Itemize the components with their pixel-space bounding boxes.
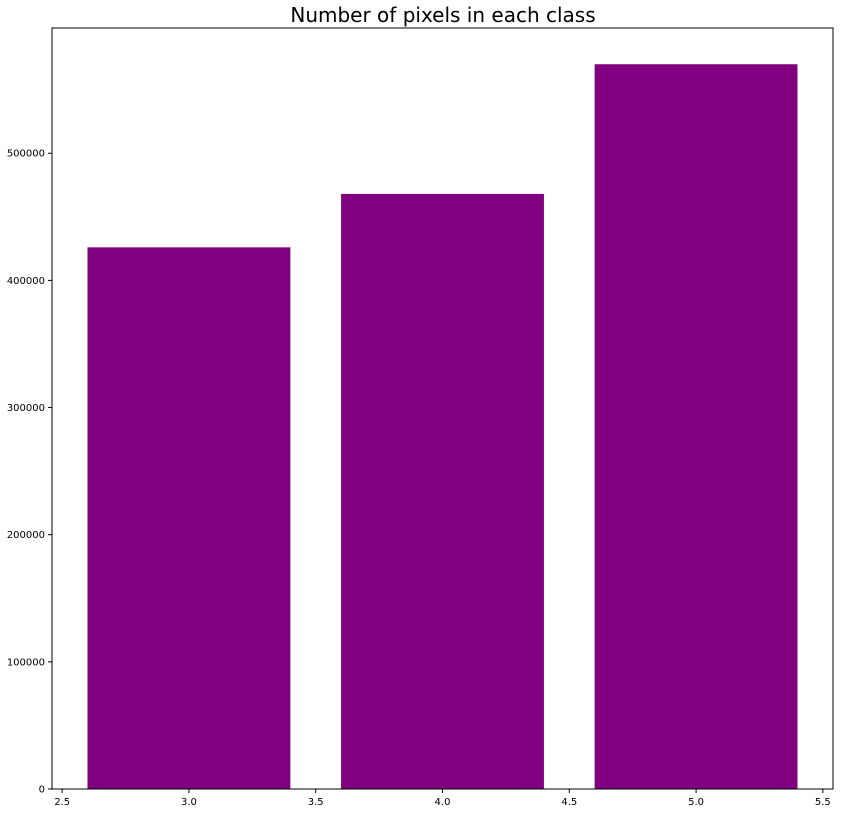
x-tick-label: 3.5 [308, 797, 324, 808]
x-tick-label: 5.0 [688, 797, 704, 808]
y-tick-label: 0 [39, 785, 45, 796]
y-tick-label: 500000 [7, 149, 45, 160]
x-tick-label: 5.5 [815, 797, 831, 808]
x-tick-label: 4.5 [561, 797, 577, 808]
bar-4 [341, 193, 544, 790]
x-tick-label: 2.5 [54, 797, 70, 808]
y-tick-label: 300000 [7, 403, 45, 414]
y-tick-label: 400000 [7, 276, 45, 287]
bar-5 [594, 64, 798, 789]
bar-3 [87, 247, 291, 790]
y-axis: 0 100000 200000 300000 400000 500000 [7, 149, 52, 796]
chart-title: Number of pixels in each class [290, 3, 595, 27]
x-tick-label: 4.0 [435, 797, 451, 808]
y-tick-label: 200000 [7, 530, 45, 541]
bars-group [87, 64, 798, 790]
plot-frame [51, 27, 834, 790]
x-tick-label: 3.0 [181, 797, 197, 808]
x-axis: 2.5 3.0 3.5 4.0 4.5 5.0 5.5 [54, 789, 831, 808]
y-tick-label: 100000 [7, 657, 45, 668]
